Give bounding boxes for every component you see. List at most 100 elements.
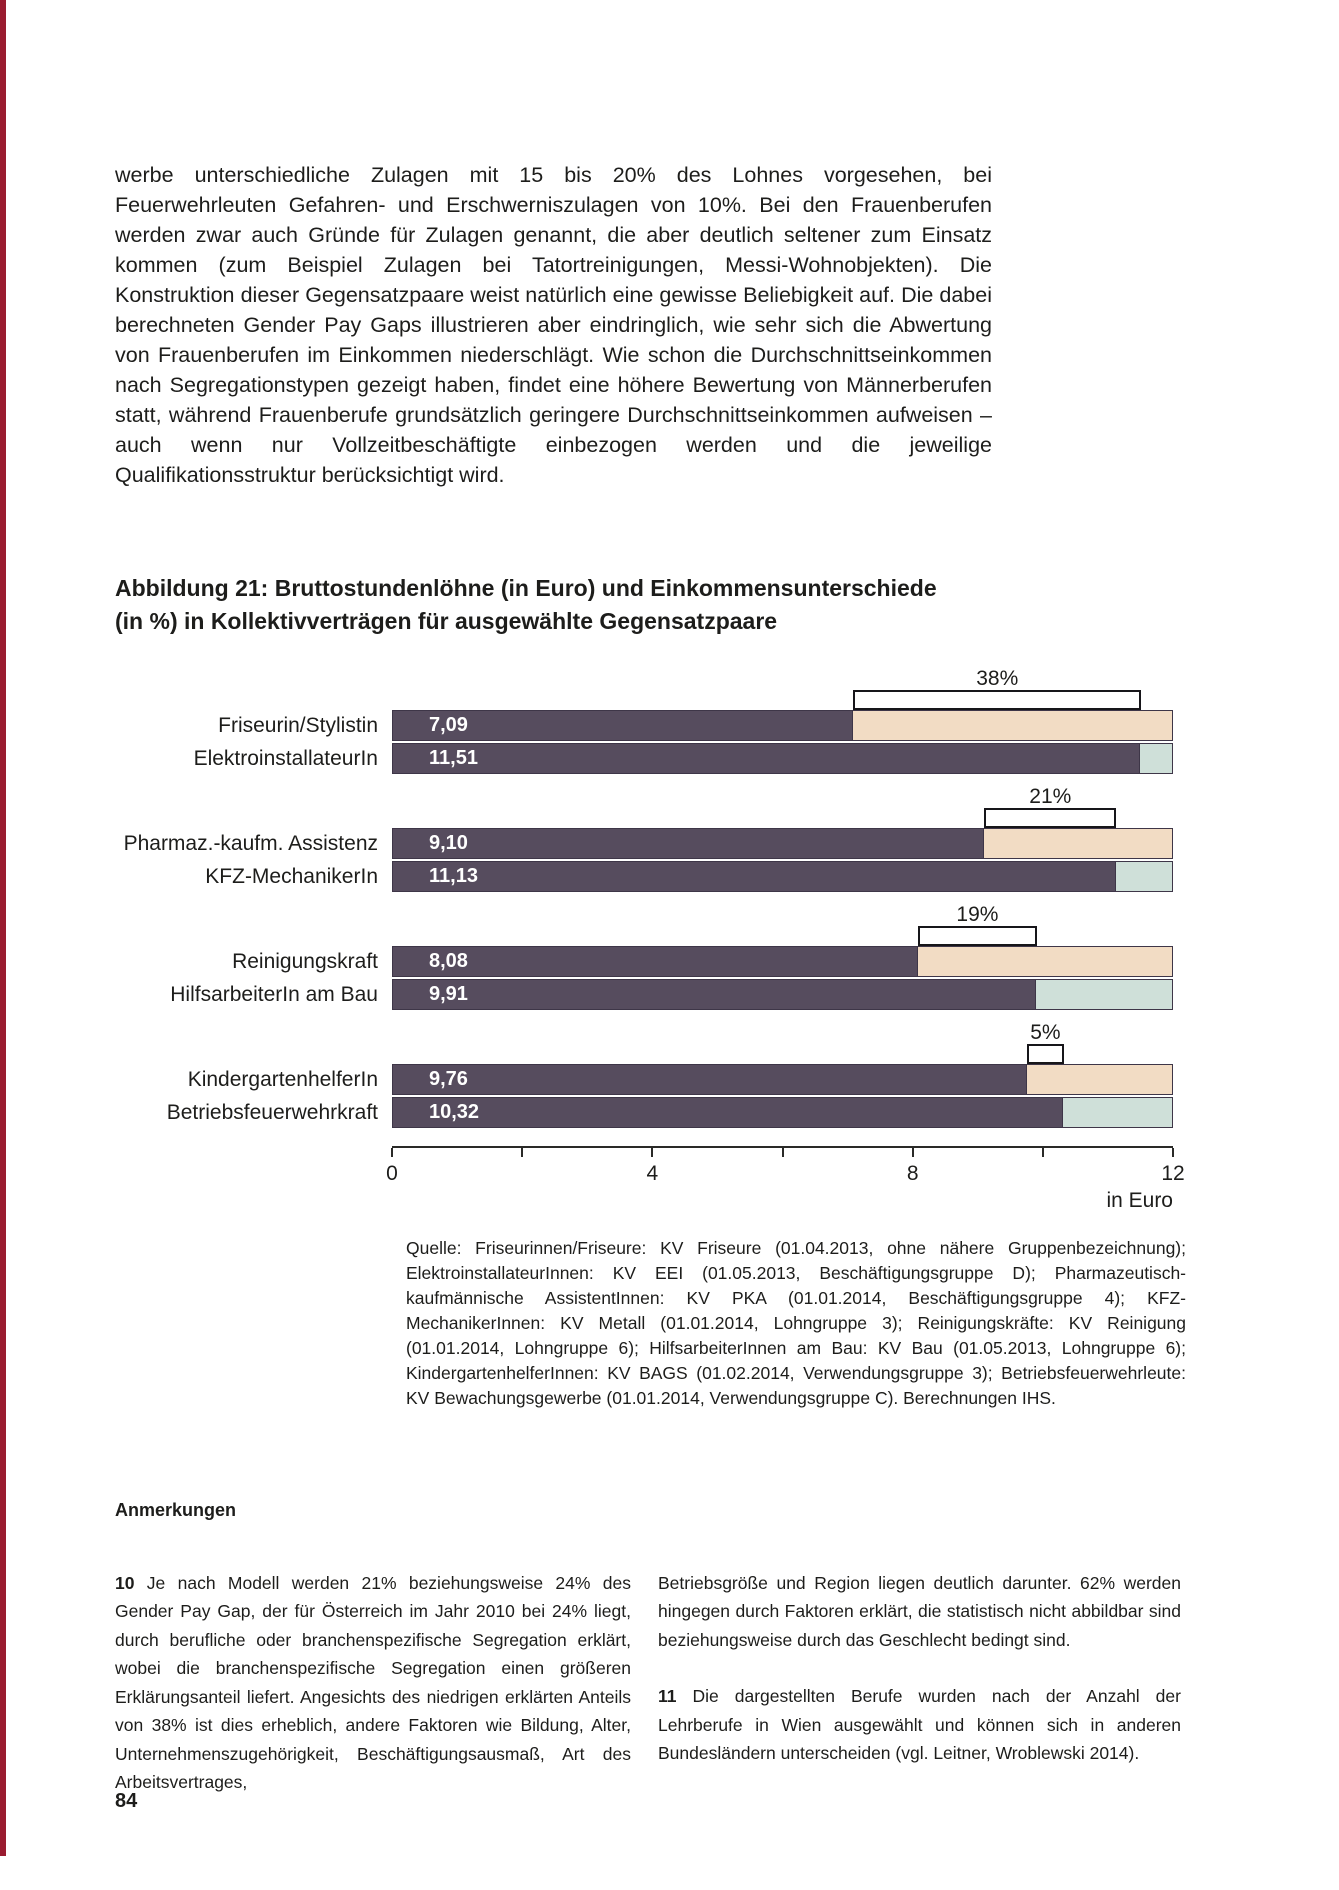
footnote-number: 11	[658, 1686, 677, 1706]
bar-row-female: Reinigungskraft 8,08	[115, 946, 1173, 977]
bar-female-remainder-segment	[983, 829, 1172, 858]
footnote-text: Betriebsgröße und Region liegen deutlich…	[658, 1572, 1181, 1650]
bar-row-male: KFZ-MechanikerIn 11,13	[115, 861, 1173, 892]
axis-tick	[1172, 1148, 1174, 1157]
gap-percent-label: 38%	[976, 667, 1019, 690]
bar-male-value-segment: 11,13	[393, 862, 1116, 891]
bar-value-label: 11,51	[429, 747, 478, 769]
category-label-female: Friseurin/Stylistin	[218, 714, 378, 737]
bar-female-remainder-segment	[1026, 1065, 1172, 1094]
notes-column-left: 10 Je nach Modell werden 21% beziehungsw…	[115, 1551, 631, 1814]
gap-percent-label: 21%	[1029, 785, 1072, 808]
bar-value-label: 9,10	[429, 832, 468, 854]
bar-plot-area: 8,08	[392, 946, 1173, 977]
category-label-male: HilfsarbeiterIn am Bau	[170, 983, 378, 1006]
figure-title-line1: Abbildung 21: Bruttostundenlöhne (in Eur…	[115, 575, 937, 601]
bar-plot-area: 7,09	[392, 710, 1173, 741]
bar-track-male: 10,32	[392, 1097, 1173, 1128]
axis-tick-labels: 0 4 8 12	[386, 1160, 1185, 1187]
bar-female-remainder-segment	[853, 711, 1172, 740]
notes-column-right: Betriebsgröße und Region liegen deutlich…	[658, 1551, 1181, 1785]
axis-line	[391, 1146, 1174, 1158]
gap-percent-label: 19%	[956, 903, 999, 926]
figure-source: Quelle: Friseurinnen/Friseure: KV Friseu…	[406, 1237, 1186, 1408]
bar-plot-area: 11,13	[392, 861, 1173, 892]
bar-value-label: 7,09	[429, 714, 468, 736]
category-label-spacer	[115, 668, 392, 710]
figure-title-line2: (in %) in Kollektivverträgen für ausgewä…	[115, 608, 778, 634]
gap-bracket-row: 38%	[115, 668, 1173, 710]
bar-value-label: 10,32	[429, 1101, 480, 1123]
footnote: 11 Die dargestellten Berufe wurden nach …	[658, 1682, 1181, 1768]
bar-female-remainder-segment	[917, 947, 1172, 976]
bar-row-female: Friseurin/Stylistin 7,09	[115, 710, 1173, 741]
page-number: 84	[115, 1790, 138, 1812]
bar-male-remainder-segment	[1115, 862, 1172, 891]
category-label-female: KindergartenhelferIn	[187, 1068, 378, 1091]
category-label-male: KFZ-MechanikerIn	[205, 865, 378, 888]
axis-tick	[651, 1148, 654, 1157]
axis-unit-label: in Euro	[1106, 1189, 1173, 1212]
gap-bracket-area: 5%	[392, 1022, 1173, 1064]
bar-track-male: 11,51	[392, 743, 1173, 774]
left-accent-stripe	[0, 0, 6, 1856]
bar-value-label: 9,76	[429, 1068, 468, 1090]
bar-male-remainder-segment	[1140, 744, 1172, 773]
gap-bracket	[853, 690, 1142, 710]
bar-pair: 5% KindergartenhelferIn 9,76 Betriebsfeuerw…	[115, 1022, 1173, 1128]
bar-male-value-segment: 10,32	[393, 1098, 1063, 1127]
bar-value-label: 9,91	[429, 983, 468, 1005]
body-paragraph: werbe unterschiedliche Zulagen mit 15 bi…	[115, 162, 992, 487]
bar-male-value-segment: 11,51	[393, 744, 1141, 773]
axis-tick	[781, 1148, 784, 1157]
gap-bracket-area: 21%	[392, 786, 1173, 828]
axis-tick-label: 4	[646, 1162, 659, 1185]
bar-row-male: Betriebsfeuerwehrkraft 10,32	[115, 1097, 1173, 1128]
bar-plot-area: 9,76	[392, 1064, 1173, 1095]
category-label-female: Reinigungskraft	[232, 950, 378, 973]
category-label-spacer	[115, 1022, 392, 1064]
bar-pair: 19% Reinigungskraft 8,08 HilfsarbeiterIn am…	[115, 904, 1173, 1010]
axis-tick	[911, 1148, 914, 1157]
bar-female-value-segment: 7,09	[393, 711, 854, 740]
axis-spacer	[115, 1140, 392, 1213]
bar-track-female: 9,76	[392, 1064, 1173, 1095]
gap-bracket-row: 5%	[115, 1022, 1173, 1064]
gap-bracket	[1027, 1044, 1064, 1064]
bar-female-value-segment: 9,76	[393, 1065, 1027, 1094]
bar-plot-area: 9,10	[392, 828, 1173, 859]
gap-bracket	[917, 926, 1037, 946]
gap-bracket-area: 38%	[392, 668, 1173, 710]
footnote-continuation: Betriebsgröße und Region liegen deutlich…	[658, 1569, 1181, 1655]
category-label-spacer	[115, 786, 392, 828]
bar-track-female: 9,10	[392, 828, 1173, 859]
axis-row: 0 4 8 12 in Euro	[115, 1140, 1185, 1213]
gap-bracket	[984, 808, 1117, 828]
bar-male-remainder-segment	[1036, 980, 1172, 1009]
category-label-female: Pharmaz.-kaufm. Assistenz	[123, 832, 378, 855]
bar-plot-area: 11,51	[392, 743, 1173, 774]
footnote-number: 10	[115, 1572, 135, 1593]
bar-row-female: Pharmaz.-kaufm. Assistenz 9,10	[115, 828, 1173, 859]
bar-value-label: 8,08	[429, 950, 468, 972]
bar-row-male: HilfsarbeiterIn am Bau 9,91	[115, 979, 1173, 1010]
category-label-male: ElektroinstallateurIn	[193, 747, 378, 770]
bar-female-value-segment: 8,08	[393, 947, 918, 976]
gap-bracket-area: 19%	[392, 904, 1173, 946]
axis-tick	[1041, 1148, 1044, 1157]
footnote-text: Je nach Modell werden 21% beziehungsweis…	[115, 1572, 631, 1793]
bar-plot-area: 9,91	[392, 979, 1173, 1010]
bar-track-male: 11,13	[392, 861, 1173, 892]
bar-track-female: 7,09	[392, 710, 1173, 741]
category-label-spacer	[115, 904, 392, 946]
gap-bracket-row: 19%	[115, 904, 1173, 946]
axis-area: 0 4 8 12 in Euro	[386, 1140, 1185, 1213]
bar-value-label: 11,13	[429, 865, 478, 887]
gap-percent-label: 5%	[1030, 1021, 1061, 1044]
bar-pair: 21% Pharmaz.-kaufm. Assistenz 9,10 KFZ-Mech…	[115, 786, 1173, 892]
notes-heading: Anmerkungen	[115, 1500, 237, 1520]
axis-tick	[521, 1148, 524, 1157]
figure-title: Abbildung 21: Bruttostundenlöhne (in Eur…	[115, 572, 1055, 638]
category-label-male: Betriebsfeuerwehrkraft	[166, 1101, 378, 1124]
